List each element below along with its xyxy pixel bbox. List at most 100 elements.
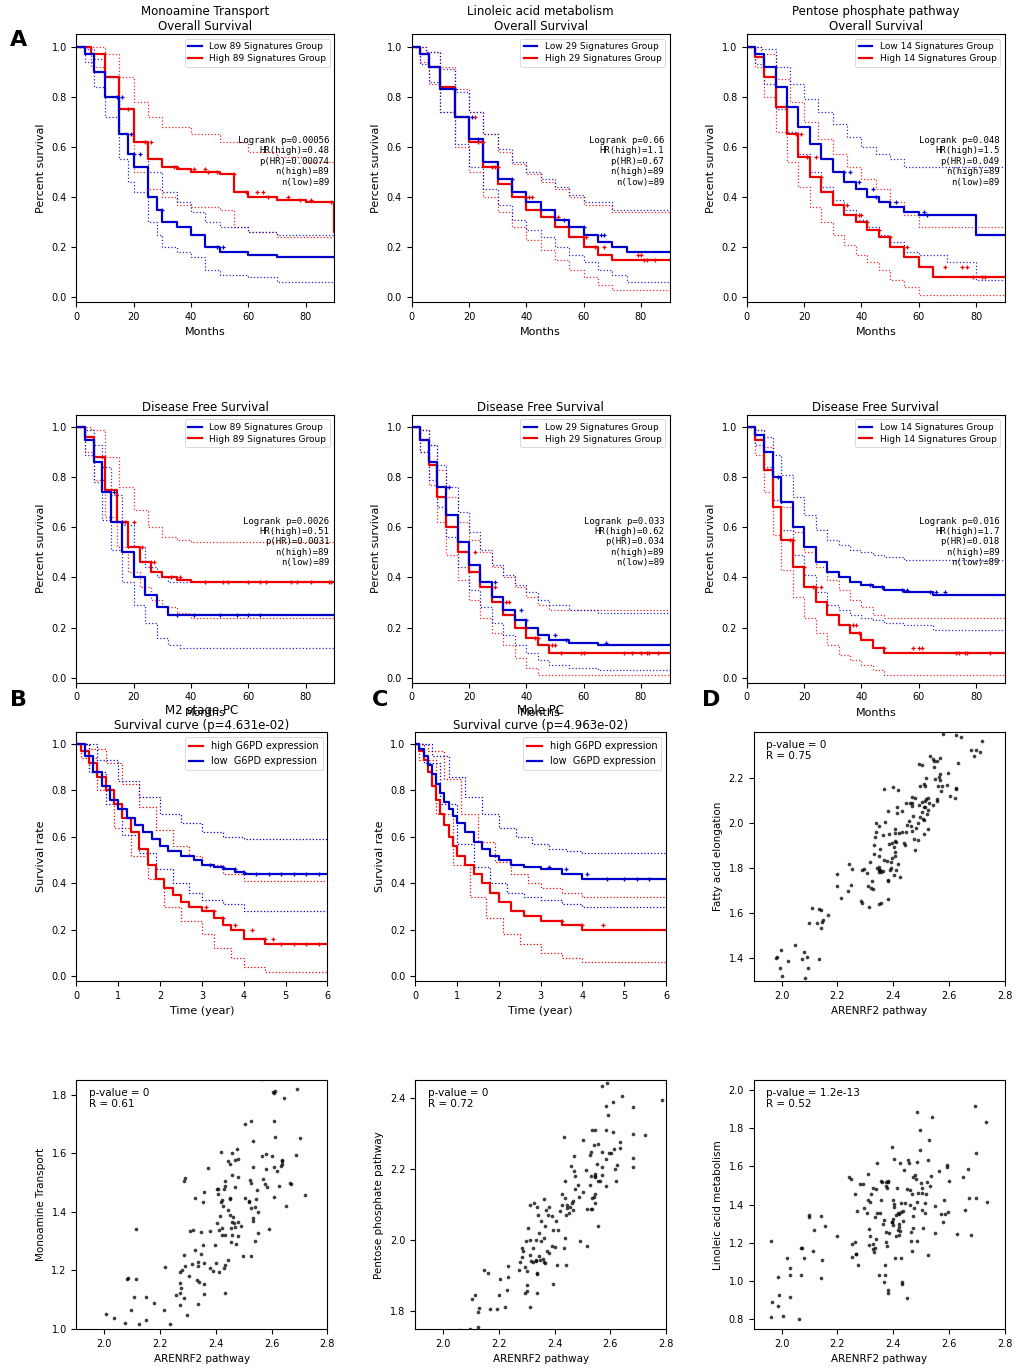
Point — [875, 1254, 892, 1275]
Point — [904, 1166, 920, 1188]
Point — [604, 1092, 621, 1114]
Point — [966, 1186, 982, 1208]
Point — [536, 1252, 552, 1274]
Point — [849, 1200, 865, 1222]
Point — [859, 1189, 875, 1211]
Point — [864, 834, 880, 856]
Point — [904, 1218, 920, 1240]
Point — [889, 854, 905, 875]
Point — [599, 1104, 615, 1126]
Point — [613, 1085, 630, 1107]
Point — [803, 897, 819, 919]
Point — [808, 912, 824, 934]
Point — [917, 1184, 933, 1206]
Point — [879, 833, 896, 855]
Point — [324, 1014, 340, 1036]
Point — [196, 1252, 212, 1274]
Point — [586, 1166, 602, 1188]
Text: B: B — [10, 690, 28, 711]
Point — [768, 971, 785, 993]
Point — [519, 1217, 535, 1238]
Point — [191, 1293, 207, 1315]
Point — [248, 1188, 264, 1210]
Point — [511, 1259, 527, 1281]
Point — [904, 806, 920, 827]
Point — [475, 1259, 491, 1281]
Point — [471, 1297, 487, 1319]
Point — [847, 1182, 863, 1204]
Point — [810, 948, 826, 970]
Title: Pentose phosphate pathway
Overall Survival: Pentose phosphate pathway Overall Surviv… — [792, 5, 959, 33]
Point — [123, 1299, 140, 1321]
Point — [529, 1282, 545, 1304]
Y-axis label: Percent survival: Percent survival — [36, 504, 46, 593]
Point — [228, 1233, 245, 1255]
Point — [903, 1240, 919, 1262]
Point — [556, 1170, 573, 1192]
Point — [908, 1191, 924, 1212]
Point — [570, 1174, 586, 1196]
Point — [217, 1175, 233, 1197]
Point — [232, 1215, 249, 1237]
Point — [220, 1249, 236, 1271]
Point — [208, 1211, 224, 1233]
Point — [819, 904, 836, 926]
Point — [516, 1256, 532, 1278]
Point — [805, 1219, 821, 1241]
Point — [772, 964, 789, 986]
Text: Logrank p=0.66
HR(high)=1.1
p(HR)=0.67
n(high)=89
n(low)=89: Logrank p=0.66 HR(high)=1.1 p(HR)=0.67 n… — [589, 136, 663, 186]
Point — [578, 1197, 594, 1219]
Point — [597, 1095, 613, 1117]
Point — [858, 862, 874, 884]
Point — [767, 945, 784, 967]
Point — [433, 1351, 449, 1370]
Point — [800, 1206, 816, 1228]
Point — [920, 1129, 936, 1151]
Point — [909, 812, 925, 834]
Point — [171, 1271, 187, 1293]
Point — [942, 785, 958, 807]
Point — [800, 956, 816, 978]
Point — [879, 1282, 896, 1304]
Point — [828, 875, 845, 897]
Point — [216, 1254, 232, 1275]
Point — [540, 1241, 556, 1263]
Point — [193, 1221, 209, 1243]
Point — [527, 1229, 543, 1251]
Point — [896, 1192, 912, 1214]
Point — [908, 1230, 924, 1252]
Point — [213, 1223, 229, 1245]
Point — [586, 1184, 602, 1206]
Point — [795, 941, 811, 963]
Legend: Low 29 Signatures Group, High 29 Signatures Group: Low 29 Signatures Group, High 29 Signatu… — [520, 419, 664, 447]
Point — [129, 1322, 146, 1344]
Point — [890, 822, 906, 844]
Point — [190, 1251, 206, 1273]
Point — [230, 1211, 247, 1233]
Point — [901, 792, 917, 814]
Point — [176, 1170, 193, 1192]
Point — [530, 1245, 546, 1267]
Point — [879, 870, 896, 892]
Point — [961, 738, 977, 760]
Y-axis label: Survival rate: Survival rate — [374, 821, 384, 892]
Point — [258, 1159, 274, 1181]
Point — [264, 1145, 280, 1167]
Point — [522, 1296, 538, 1318]
Point — [450, 1354, 467, 1370]
Point — [120, 1267, 137, 1289]
Point — [890, 1203, 906, 1225]
X-axis label: ARENRF2 pathway: ARENRF2 pathway — [154, 1354, 250, 1365]
Point — [910, 754, 926, 775]
Point — [860, 1234, 876, 1256]
Title: Disease Free Survival: Disease Free Survival — [811, 400, 938, 414]
Point — [235, 1244, 252, 1266]
Point — [878, 1234, 895, 1256]
Y-axis label: Percent survival: Percent survival — [705, 123, 715, 212]
Point — [584, 1119, 600, 1141]
X-axis label: Months: Months — [520, 708, 560, 718]
Point — [925, 756, 942, 778]
Point — [861, 1225, 877, 1247]
Point — [250, 1201, 266, 1223]
Point — [555, 1126, 572, 1148]
